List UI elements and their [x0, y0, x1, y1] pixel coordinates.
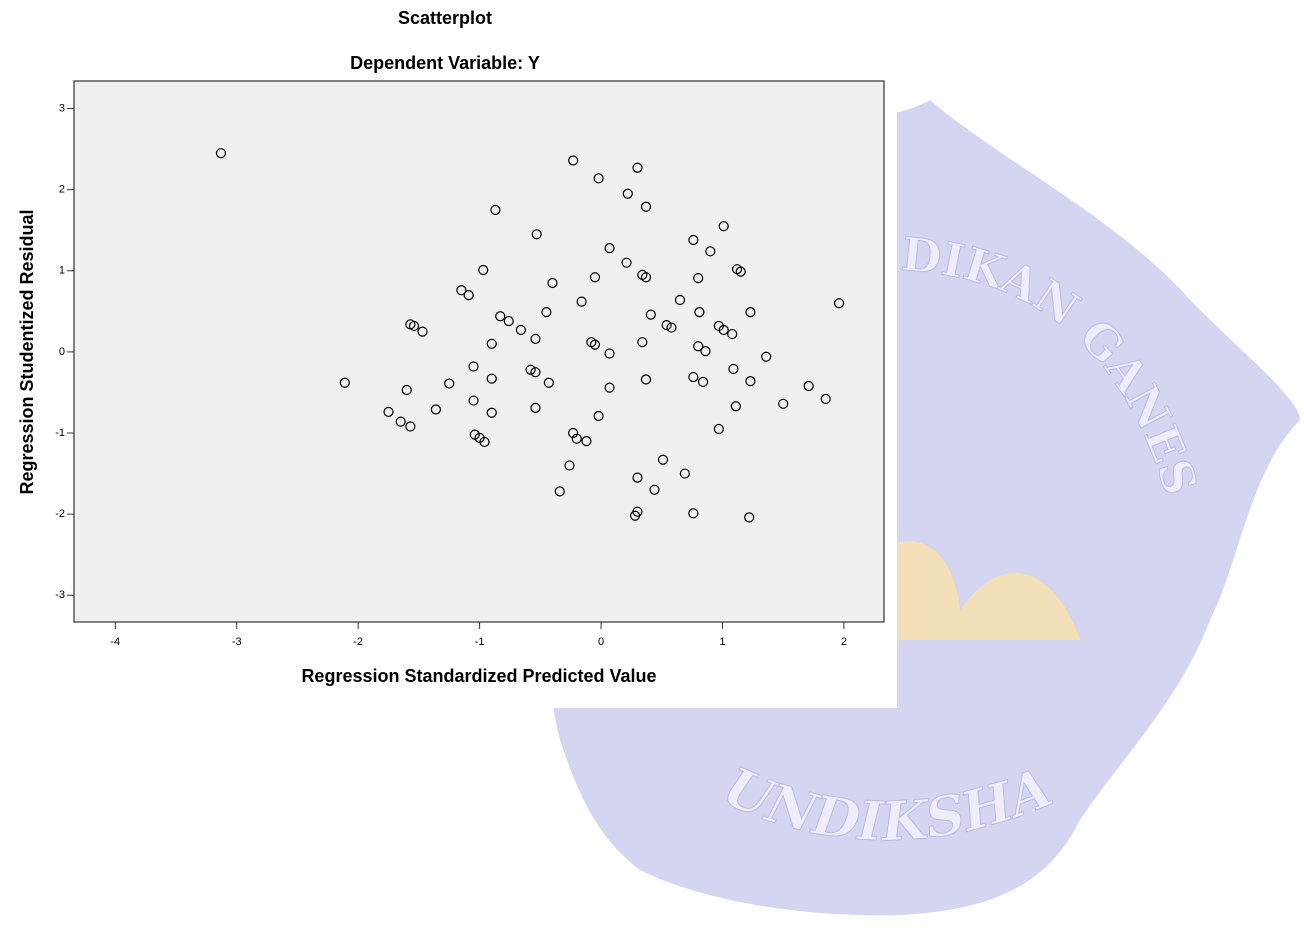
chart-subtitle: Dependent Variable: Y	[350, 53, 540, 73]
x-tick-label: -2	[353, 636, 363, 648]
page: DIKAN GANESHA UNDIKSHA Scatterplot Depen…	[0, 0, 1304, 936]
y-tick-label: -3	[55, 589, 65, 601]
y-tick-label: -1	[55, 427, 65, 439]
y-tick-label: 0	[59, 346, 65, 358]
plot-frame	[74, 81, 884, 622]
x-axis-label: Regression Standardized Predicted Value	[301, 666, 656, 686]
y-tick-label: 3	[59, 102, 65, 114]
x-tick-label: -3	[232, 636, 242, 648]
chart-title: Scatterplot	[398, 8, 492, 28]
x-tick-label: -4	[110, 636, 120, 648]
x-tick-label: 2	[841, 636, 847, 648]
y-tick-label: 1	[59, 265, 65, 277]
x-tick-label: 0	[598, 636, 604, 648]
y-axis-label: Regression Studentized Residual	[17, 209, 37, 494]
x-tick-label: -1	[475, 636, 485, 648]
x-tick-label: 1	[719, 636, 725, 648]
y-tick-label: 2	[59, 184, 65, 196]
y-tick-label: -2	[55, 508, 65, 520]
